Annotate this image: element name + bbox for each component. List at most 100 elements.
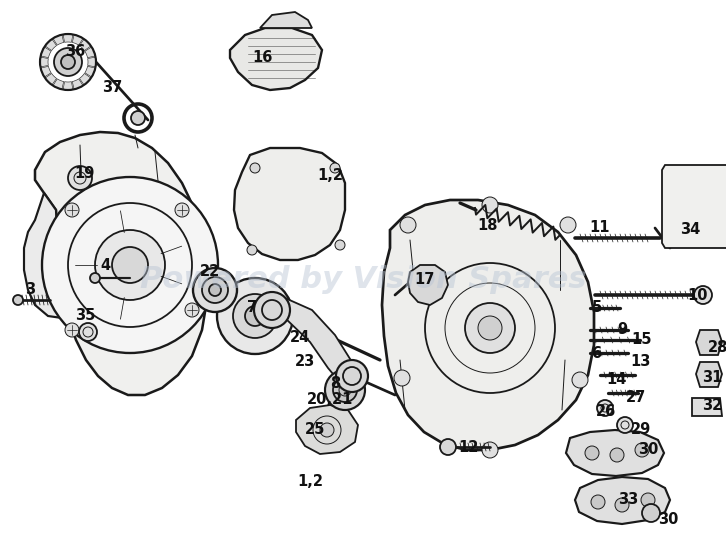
Text: 18: 18 bbox=[478, 217, 498, 232]
Polygon shape bbox=[296, 405, 358, 454]
Polygon shape bbox=[79, 39, 91, 50]
Text: 23: 23 bbox=[295, 354, 315, 370]
Circle shape bbox=[591, 495, 605, 509]
Circle shape bbox=[65, 323, 79, 337]
Text: 36: 36 bbox=[65, 44, 85, 59]
Circle shape bbox=[202, 277, 228, 303]
Text: Powered by Vision Spares: Powered by Vision Spares bbox=[139, 265, 587, 295]
Text: 15: 15 bbox=[632, 333, 652, 348]
Polygon shape bbox=[270, 298, 358, 392]
Text: 35: 35 bbox=[75, 307, 95, 323]
Circle shape bbox=[465, 303, 515, 353]
Circle shape bbox=[42, 177, 218, 353]
Polygon shape bbox=[63, 82, 73, 90]
Polygon shape bbox=[696, 330, 722, 355]
Polygon shape bbox=[73, 79, 83, 90]
Circle shape bbox=[217, 278, 293, 354]
Text: 26: 26 bbox=[596, 404, 616, 419]
Text: 33: 33 bbox=[618, 492, 638, 507]
Circle shape bbox=[335, 240, 345, 250]
Text: 25: 25 bbox=[305, 422, 325, 437]
Text: 11: 11 bbox=[590, 221, 611, 236]
Text: 30: 30 bbox=[638, 442, 658, 458]
Circle shape bbox=[209, 284, 221, 296]
Polygon shape bbox=[53, 79, 64, 90]
Circle shape bbox=[482, 197, 498, 213]
Text: 28: 28 bbox=[708, 340, 726, 356]
Text: 20,21: 20,21 bbox=[307, 393, 353, 408]
Circle shape bbox=[642, 504, 660, 522]
Circle shape bbox=[333, 378, 357, 402]
Circle shape bbox=[65, 203, 79, 217]
Polygon shape bbox=[575, 477, 670, 524]
Text: 1,2: 1,2 bbox=[317, 167, 343, 183]
Circle shape bbox=[560, 217, 576, 233]
Text: 37: 37 bbox=[102, 81, 122, 96]
Circle shape bbox=[617, 417, 633, 433]
Circle shape bbox=[615, 498, 629, 512]
Circle shape bbox=[320, 423, 334, 437]
Circle shape bbox=[54, 48, 82, 76]
Circle shape bbox=[254, 292, 290, 328]
Polygon shape bbox=[45, 39, 57, 50]
Circle shape bbox=[131, 111, 145, 125]
Text: 3: 3 bbox=[25, 282, 35, 297]
Text: 10: 10 bbox=[688, 287, 709, 302]
Text: 24: 24 bbox=[290, 330, 310, 346]
Polygon shape bbox=[696, 362, 722, 387]
Circle shape bbox=[325, 370, 365, 410]
Circle shape bbox=[193, 268, 237, 312]
Text: 8: 8 bbox=[330, 376, 340, 390]
Circle shape bbox=[112, 247, 148, 283]
Text: 5: 5 bbox=[592, 301, 602, 315]
Circle shape bbox=[61, 55, 75, 69]
Polygon shape bbox=[234, 148, 345, 260]
Circle shape bbox=[247, 245, 257, 255]
Text: 7: 7 bbox=[247, 301, 257, 315]
Circle shape bbox=[330, 163, 340, 173]
Circle shape bbox=[90, 273, 100, 283]
Polygon shape bbox=[85, 47, 95, 58]
Polygon shape bbox=[63, 34, 73, 43]
Circle shape bbox=[68, 166, 92, 190]
Text: 4: 4 bbox=[100, 258, 110, 273]
Text: 14: 14 bbox=[607, 372, 627, 388]
Text: 6: 6 bbox=[591, 346, 601, 361]
Polygon shape bbox=[85, 66, 95, 77]
Circle shape bbox=[336, 360, 368, 392]
Polygon shape bbox=[230, 28, 322, 90]
Circle shape bbox=[250, 163, 260, 173]
Circle shape bbox=[694, 286, 712, 304]
Text: 22: 22 bbox=[200, 264, 220, 279]
Polygon shape bbox=[88, 57, 96, 67]
Polygon shape bbox=[79, 73, 91, 85]
Circle shape bbox=[478, 316, 502, 340]
Circle shape bbox=[585, 446, 599, 460]
Circle shape bbox=[641, 493, 655, 507]
Circle shape bbox=[185, 303, 199, 317]
Circle shape bbox=[233, 294, 277, 338]
Circle shape bbox=[440, 439, 456, 455]
Polygon shape bbox=[73, 35, 83, 45]
Polygon shape bbox=[45, 73, 57, 85]
Circle shape bbox=[635, 443, 649, 457]
Text: 12: 12 bbox=[458, 441, 478, 455]
Text: 30: 30 bbox=[658, 512, 678, 528]
Circle shape bbox=[394, 370, 410, 386]
Text: 16: 16 bbox=[252, 50, 272, 66]
Circle shape bbox=[597, 400, 613, 416]
Text: 19: 19 bbox=[75, 166, 95, 180]
Polygon shape bbox=[35, 132, 207, 395]
Polygon shape bbox=[408, 265, 448, 305]
Text: 29: 29 bbox=[631, 422, 651, 437]
Circle shape bbox=[175, 203, 189, 217]
Text: 9: 9 bbox=[617, 323, 627, 338]
Text: 1,2: 1,2 bbox=[297, 474, 323, 489]
Circle shape bbox=[482, 442, 498, 458]
Circle shape bbox=[245, 306, 265, 326]
Text: 32: 32 bbox=[702, 399, 722, 413]
Polygon shape bbox=[662, 165, 726, 248]
Text: 27: 27 bbox=[626, 390, 646, 405]
Circle shape bbox=[400, 217, 416, 233]
Text: 31: 31 bbox=[702, 371, 722, 385]
